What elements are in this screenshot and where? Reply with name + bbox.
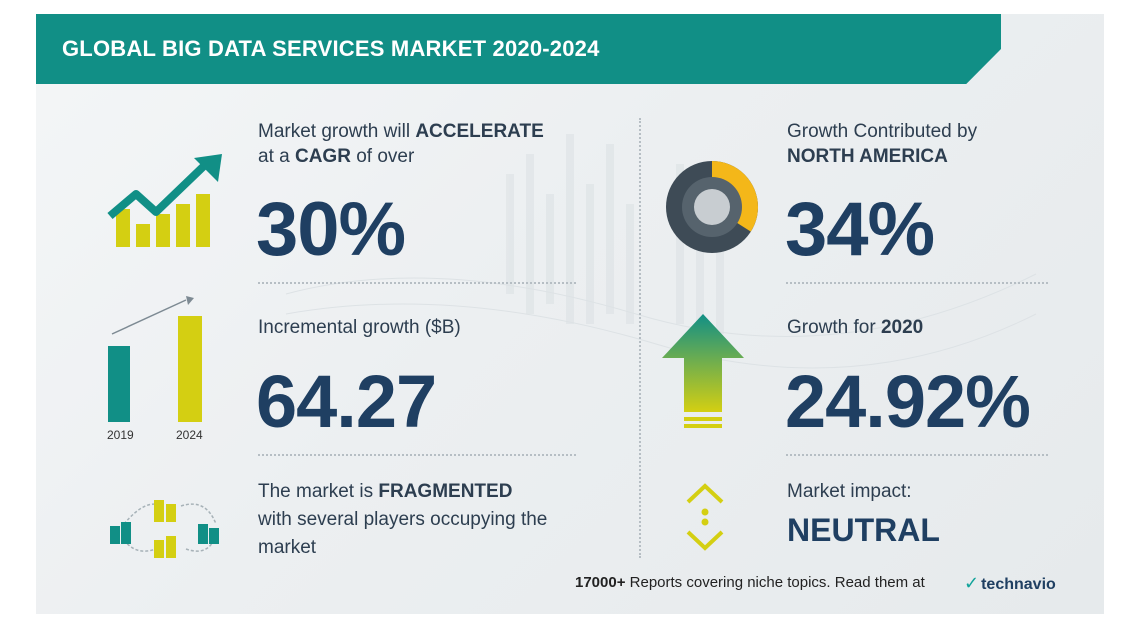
cagr-line-1: Market growth will ACCELERATE — [258, 121, 544, 142]
cagr-line-2: at a CAGR of over — [258, 146, 415, 167]
page-title: GLOBAL BIG DATA SERVICES MARKET 2020-202… — [62, 36, 600, 61]
impact-label: Market impact: — [787, 481, 912, 502]
incremental-value: 64.27 — [256, 360, 437, 443]
row-divider — [786, 454, 1048, 456]
neutral-arrows-icon — [686, 483, 724, 551]
bar-2024 — [178, 316, 202, 422]
yoy-value: 24.92% — [785, 360, 1031, 443]
buildings-network-icon — [110, 500, 219, 558]
bar-comparison-icon — [108, 296, 202, 422]
title-banner — [36, 14, 1001, 84]
region-line-1: Growth Contributed by — [787, 121, 978, 142]
infographic-card: GLOBAL BIG DATA SERVICES MARKET 2020-202… — [36, 14, 1104, 614]
bar-label-2019: 2019 — [107, 428, 134, 442]
up-arrow-icon — [662, 314, 744, 428]
cagr-value: 30% — [256, 187, 406, 272]
fragmented-line-3: market — [258, 537, 317, 558]
footer-text: 17000+ Reports covering niche topics. Re… — [575, 574, 925, 591]
row-divider — [258, 454, 576, 456]
bar-label-2024: 2024 — [176, 428, 203, 442]
background-decoration — [285, 134, 1037, 369]
growth-chart-icon — [107, 154, 222, 247]
logo-mark-icon: ✓ — [964, 573, 980, 593]
incremental-label: Incremental growth ($B) — [258, 317, 461, 338]
column-divider — [639, 118, 641, 558]
impact-value: NEUTRAL — [787, 512, 940, 548]
row-divider — [786, 282, 1048, 284]
fragmented-line-1: The market is FRAGMENTED — [258, 481, 513, 502]
row-divider — [258, 282, 576, 284]
footer-message: Reports covering niche topics. Read them… — [629, 574, 925, 591]
donut-chart-icon — [666, 161, 759, 253]
yoy-label: Growth for 2020 — [787, 317, 924, 338]
region-value: 34% — [785, 187, 935, 272]
fragmented-line-2: with several players occupying the — [258, 509, 548, 530]
report-count: 17000+ — [575, 574, 626, 591]
bar-2019 — [108, 346, 130, 422]
region-line-2: NORTH AMERICA — [787, 146, 948, 167]
technavio-logo[interactable]: ✓ technavio — [964, 573, 1056, 593]
